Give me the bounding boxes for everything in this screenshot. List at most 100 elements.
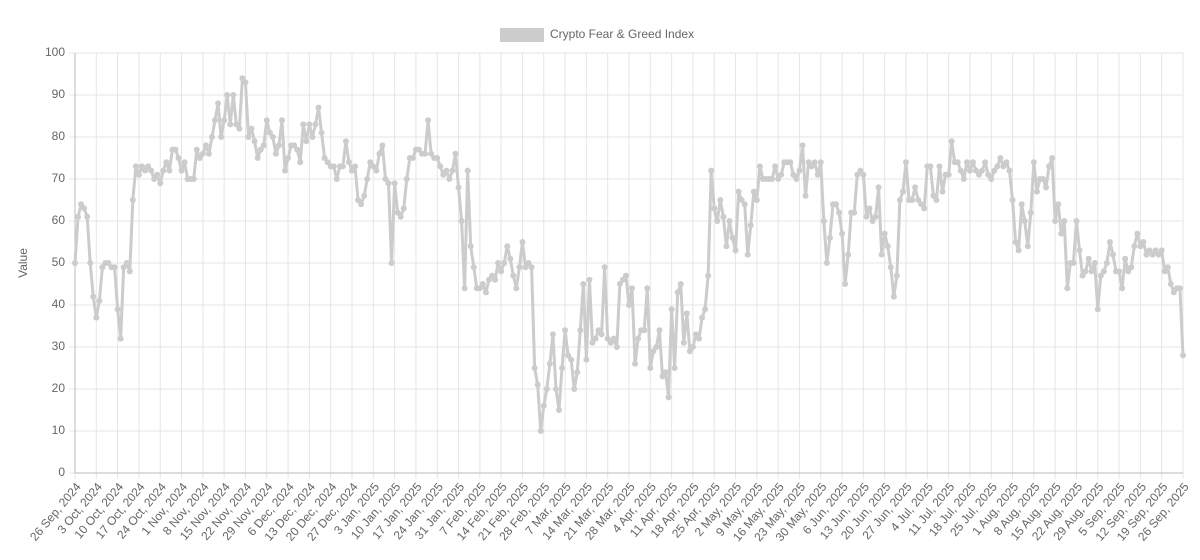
data-point [948,138,955,145]
data-point [851,209,858,216]
data-point [248,125,255,132]
data-point [933,197,940,203]
data-point [896,197,903,203]
data-point [1012,239,1019,245]
data-point [696,335,703,342]
data-point [927,163,934,170]
data-point [1164,264,1171,271]
data-point [1061,218,1068,224]
data-point [145,163,152,170]
data-point [574,369,581,376]
data-point [397,213,404,220]
data-point [878,251,885,258]
data-point [836,209,843,216]
data-point [662,369,669,376]
data-point [172,146,179,153]
data-point [568,356,575,363]
data-point [1018,201,1025,208]
data-point [1119,285,1126,292]
data-point [1088,268,1095,275]
data-point [598,331,605,338]
data-point [708,167,715,174]
data-point [960,176,967,182]
data-point [221,117,228,124]
data-point [1009,197,1016,203]
data-point [729,234,736,241]
data-point [994,163,1001,170]
data-point [1043,184,1050,191]
data-point [1064,285,1071,292]
data-point [717,197,724,203]
data-point [1149,251,1156,258]
data-point [434,155,441,161]
data-point [440,171,447,178]
data-point [437,163,444,170]
data-point [467,243,474,250]
data-point [1128,264,1135,271]
data-point [72,260,78,266]
data-point [592,335,599,342]
data-point [921,205,928,212]
data-point [522,264,529,271]
data-point [1076,247,1083,254]
data-point [443,167,450,174]
data-point [1167,281,1174,287]
data-point [178,167,185,174]
data-point [1170,289,1177,296]
data-point [498,268,505,275]
data-point [1152,247,1159,254]
data-point [1134,230,1141,237]
data-point [796,167,803,174]
legend-label: Crypto Fear & Greed Index [550,27,694,41]
data-point [409,155,416,161]
data-point [525,260,532,266]
data-point [1033,188,1040,195]
data-point [860,171,867,178]
data-point [659,373,666,380]
data-point [863,213,870,220]
data-point [817,159,824,166]
data-point [364,176,371,182]
data-point [583,356,590,363]
data-point [482,289,489,296]
data-point [1161,268,1168,275]
data-point [321,155,328,161]
data-point [208,134,215,140]
data-point [744,251,751,258]
data-point [202,142,209,149]
data-point [976,171,983,178]
data-point [266,129,273,136]
data-point [157,180,164,187]
data-point [805,159,812,166]
data-point [854,171,861,178]
data-point [330,163,337,170]
data-point [957,167,964,174]
data-point [126,268,133,275]
data-point [349,167,355,174]
data-point [516,264,523,271]
data-point [1109,251,1116,258]
data-point [845,251,852,258]
data-point [629,285,636,292]
data-point [212,117,219,124]
data-point [969,159,976,166]
data-point [1091,260,1098,266]
data-point [577,327,584,334]
data-point [571,386,578,392]
data-point [1155,251,1162,258]
data-point [531,365,538,371]
data-point [193,146,200,153]
data-point [382,176,389,182]
data-point [1058,230,1065,237]
data-point [702,306,709,313]
data-point [510,272,517,279]
data-point [857,167,864,174]
data-point [1073,218,1080,224]
data-point [519,239,526,245]
data-point [513,285,520,292]
data-point [148,167,155,174]
data-point [1027,209,1034,216]
data-point [230,92,237,98]
data-point [504,243,511,250]
data-point [251,138,258,145]
